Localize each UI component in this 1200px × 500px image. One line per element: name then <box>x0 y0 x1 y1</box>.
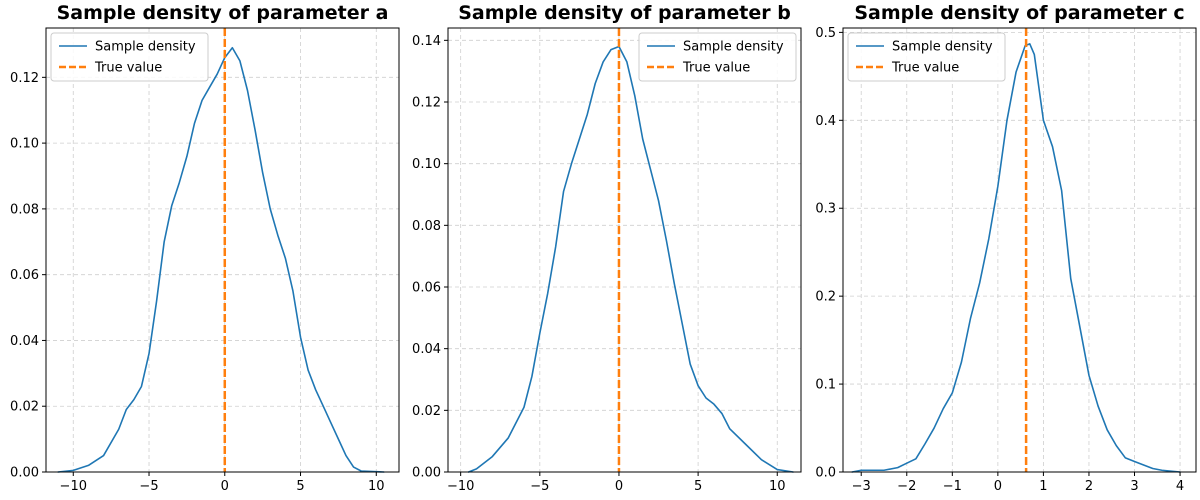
x-tick-label: −3 <box>852 479 871 494</box>
legend-true-label: True value <box>94 61 162 76</box>
x-tick-label: 0 <box>994 479 1002 494</box>
y-tick-label: 0.5 <box>815 26 836 41</box>
y-tick-label: 0.00 <box>10 466 39 481</box>
legend: Sample density True value <box>50 32 209 82</box>
legend-box <box>50 32 209 82</box>
chart-title: Sample density of parameter c <box>854 2 1184 24</box>
y-tick-label: 0.12 <box>10 71 39 86</box>
legend: Sample density True value <box>847 32 1006 82</box>
density-curve <box>851 43 1181 473</box>
x-tick-label: 0 <box>615 479 623 494</box>
x-tick-label: 4 <box>1176 479 1184 494</box>
legend-true-label: True value <box>682 61 750 76</box>
chart-panel-2: Sample density of parameter b −10 −5 0 5 10 0.… <box>412 2 802 494</box>
y-tick-label: 0.06 <box>10 268 39 283</box>
y-tick-label: 0.00 <box>412 466 441 481</box>
density-curve <box>57 46 385 473</box>
y-tick-label: 0.1 <box>815 378 836 393</box>
chart-panel-3: Sample density of parameter c −3 −2 −1 0 1 2 3 4… <box>815 2 1197 494</box>
x-tick-label: 0 <box>221 479 229 494</box>
y-tick-label: 0.08 <box>412 219 441 234</box>
chart-title: Sample density of parameter b <box>458 2 791 24</box>
x-tick-label: 5 <box>694 479 702 494</box>
chart-panel-1: Sample density of parameter a −10 −5 0 5 10 0.… <box>10 2 400 494</box>
y-tick-label: 0.12 <box>412 96 441 111</box>
legend-density-label: Sample density <box>95 40 196 55</box>
y-tick-label: 0.08 <box>10 202 39 217</box>
axes-frame <box>45 27 400 473</box>
x-tick-label: 10 <box>368 479 385 494</box>
y-tick-label: 0.4 <box>815 114 836 129</box>
x-tick-label: −2 <box>897 479 916 494</box>
x-tick-label: −5 <box>530 479 549 494</box>
y-tick-label: 0.04 <box>412 342 441 357</box>
y-tick-label: 0.04 <box>10 334 39 349</box>
chart-title: Sample density of parameter a <box>57 2 389 24</box>
x-tick-label: −10 <box>60 479 87 494</box>
legend: Sample density True value <box>638 32 797 82</box>
y-tick-label: 0.14 <box>412 34 441 49</box>
x-tick-label: 5 <box>296 479 304 494</box>
x-tick-label: 1 <box>1039 479 1047 494</box>
y-tick-label: 0.2 <box>815 290 836 305</box>
y-tick-label: 0.0 <box>815 466 836 481</box>
x-tick-label: 10 <box>769 479 786 494</box>
x-tick-label: −5 <box>139 479 158 494</box>
x-tick-label: 3 <box>1130 479 1138 494</box>
x-tick-label: −1 <box>943 479 962 494</box>
legend-box <box>847 32 1006 82</box>
x-tick-label: 2 <box>1085 479 1093 494</box>
legend-density-label: Sample density <box>892 40 993 55</box>
legend-box <box>638 32 797 82</box>
y-tick-label: 0.10 <box>412 157 441 172</box>
axes-frame <box>447 27 802 473</box>
legend-density-label: Sample density <box>683 40 784 55</box>
y-tick-label: 0.10 <box>10 137 39 152</box>
density-curve <box>467 45 794 473</box>
y-tick-label: 0.06 <box>412 281 441 296</box>
y-tick-label: 0.02 <box>412 404 441 419</box>
y-tick-label: 0.3 <box>815 202 836 217</box>
legend-true-label: True value <box>891 61 959 76</box>
axes-frame <box>842 27 1197 473</box>
x-tick-label: −10 <box>447 479 474 494</box>
y-tick-label: 0.02 <box>10 400 39 415</box>
